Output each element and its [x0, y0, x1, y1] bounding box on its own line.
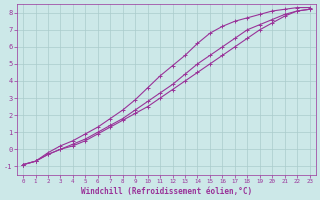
X-axis label: Windchill (Refroidissement éolien,°C): Windchill (Refroidissement éolien,°C)	[81, 187, 252, 196]
